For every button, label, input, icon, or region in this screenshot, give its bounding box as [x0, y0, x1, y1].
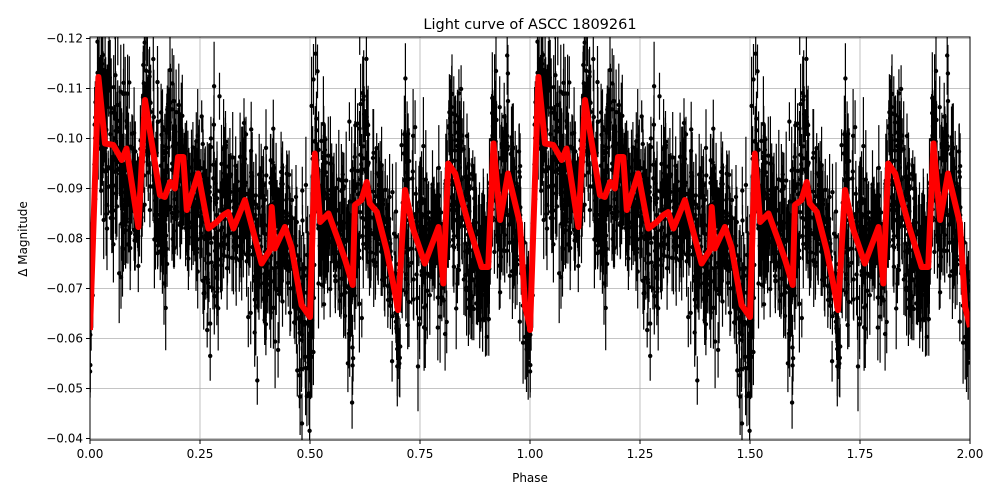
y-tick-label: −0.05 — [46, 382, 83, 396]
model-line — [90, 74, 970, 333]
x-axis-ticks: 0.00 0.25 0.50 0.75 1.00 1.25 1.50 1.75 2.00 — [77, 440, 984, 461]
x-tick-label: 1.25 — [627, 447, 654, 461]
y-axis-label: Δ Magnitude — [16, 201, 30, 277]
y-tick-label: −0.08 — [46, 232, 83, 246]
x-tick-label: 0.75 — [407, 447, 434, 461]
x-axis-label: Phase — [512, 471, 548, 485]
x-tick-label: 1.50 — [737, 447, 764, 461]
y-tick-label: −0.12 — [46, 32, 83, 46]
x-tick-label: 0.25 — [187, 447, 214, 461]
y-axis-ticks: −0.12 −0.11 −0.10 −0.09 −0.08 −0.07 −0.06 −0.05… — [46, 32, 90, 446]
x-tick-label: 0.50 — [297, 447, 324, 461]
y-tick-label: −0.09 — [46, 182, 83, 196]
x-tick-label: 1.00 — [517, 447, 544, 461]
y-tick-label: −0.04 — [46, 432, 83, 446]
chart-title: Light curve of ASCC 1809261 — [423, 17, 636, 33]
model-curve — [90, 74, 970, 333]
y-tick-label: −0.11 — [46, 82, 83, 96]
x-tick-label: 1.75 — [847, 447, 874, 461]
y-tick-label: −0.06 — [46, 332, 83, 346]
y-tick-label: −0.10 — [46, 132, 83, 146]
data-point-markers — [90, 37, 970, 434]
x-tick-label: 0.00 — [77, 447, 104, 461]
y-tick-label: −0.07 — [46, 282, 83, 296]
x-tick-label: 2.00 — [957, 447, 984, 461]
